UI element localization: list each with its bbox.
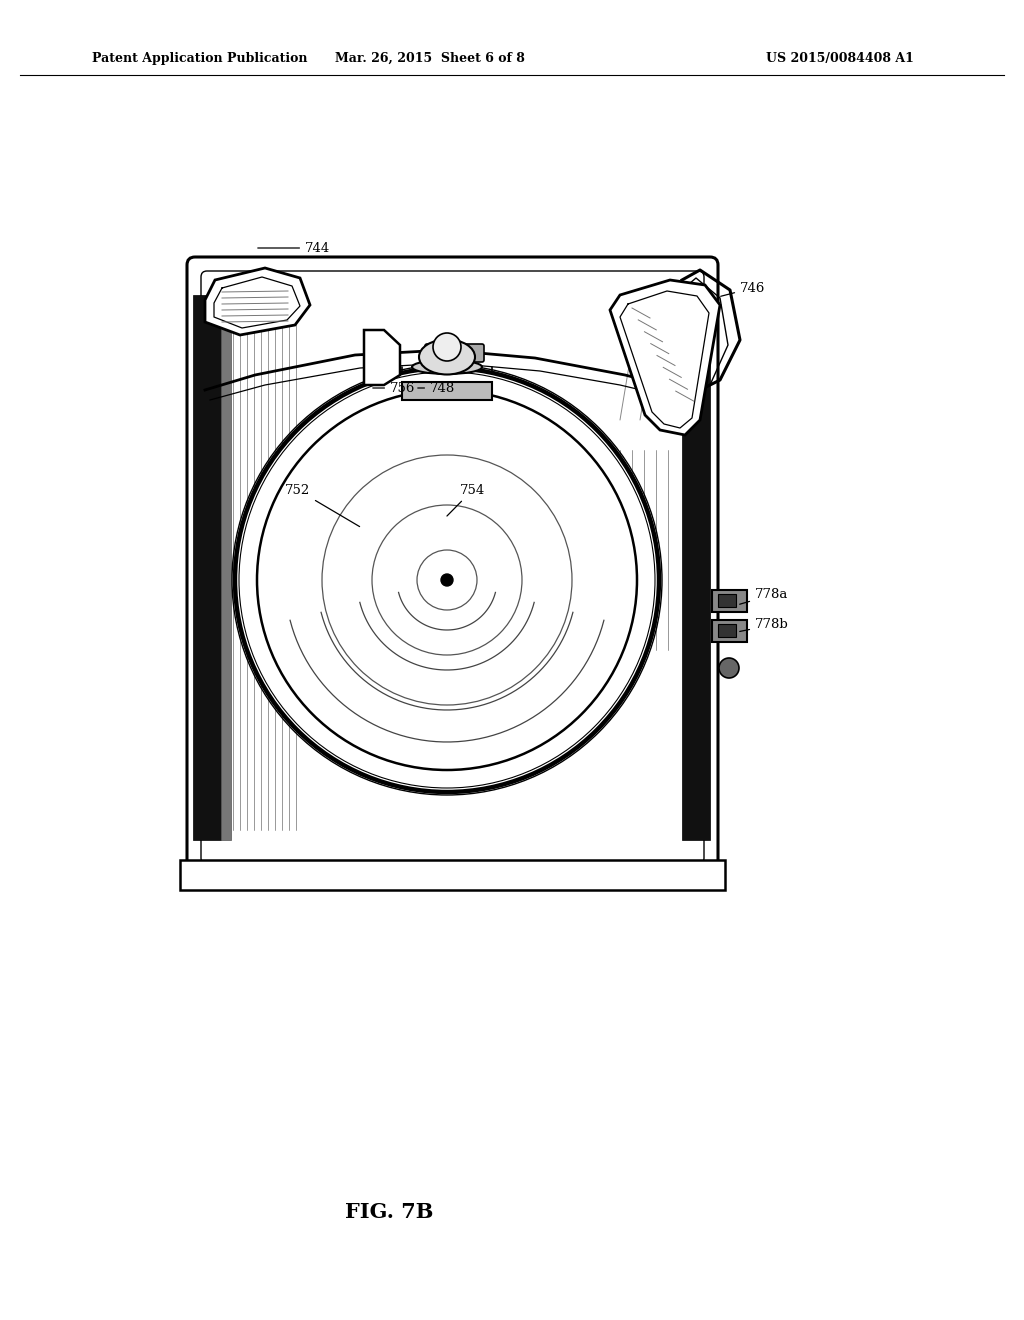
Text: 752: 752 bbox=[285, 483, 359, 527]
Text: 746: 746 bbox=[721, 281, 765, 296]
Text: 778b: 778b bbox=[739, 619, 788, 631]
Text: 744: 744 bbox=[258, 242, 331, 255]
Polygon shape bbox=[364, 330, 400, 385]
Polygon shape bbox=[205, 268, 310, 335]
FancyBboxPatch shape bbox=[425, 345, 484, 362]
Circle shape bbox=[234, 368, 659, 792]
Circle shape bbox=[441, 574, 453, 586]
Polygon shape bbox=[610, 280, 720, 436]
FancyBboxPatch shape bbox=[201, 271, 705, 865]
Text: FIG. 7B: FIG. 7B bbox=[345, 1201, 433, 1222]
Text: US 2015/0084408 A1: US 2015/0084408 A1 bbox=[766, 51, 913, 65]
Ellipse shape bbox=[412, 360, 482, 374]
Text: Mar. 26, 2015  Sheet 6 of 8: Mar. 26, 2015 Sheet 6 of 8 bbox=[335, 51, 525, 65]
Text: Patent Application Publication: Patent Application Publication bbox=[92, 51, 307, 65]
FancyBboxPatch shape bbox=[402, 381, 492, 400]
FancyBboxPatch shape bbox=[712, 590, 746, 612]
FancyBboxPatch shape bbox=[187, 257, 718, 878]
Ellipse shape bbox=[419, 339, 475, 375]
FancyBboxPatch shape bbox=[718, 594, 736, 607]
FancyBboxPatch shape bbox=[712, 620, 746, 642]
FancyBboxPatch shape bbox=[180, 861, 725, 890]
Circle shape bbox=[257, 389, 637, 770]
Text: 778a: 778a bbox=[739, 589, 788, 605]
Circle shape bbox=[433, 333, 461, 360]
FancyBboxPatch shape bbox=[682, 294, 710, 840]
FancyBboxPatch shape bbox=[718, 624, 736, 638]
Text: 754: 754 bbox=[446, 483, 485, 516]
FancyBboxPatch shape bbox=[221, 294, 231, 840]
Circle shape bbox=[719, 657, 739, 678]
FancyBboxPatch shape bbox=[193, 294, 221, 840]
Text: 748: 748 bbox=[418, 381, 456, 395]
Text: 756: 756 bbox=[373, 381, 416, 395]
